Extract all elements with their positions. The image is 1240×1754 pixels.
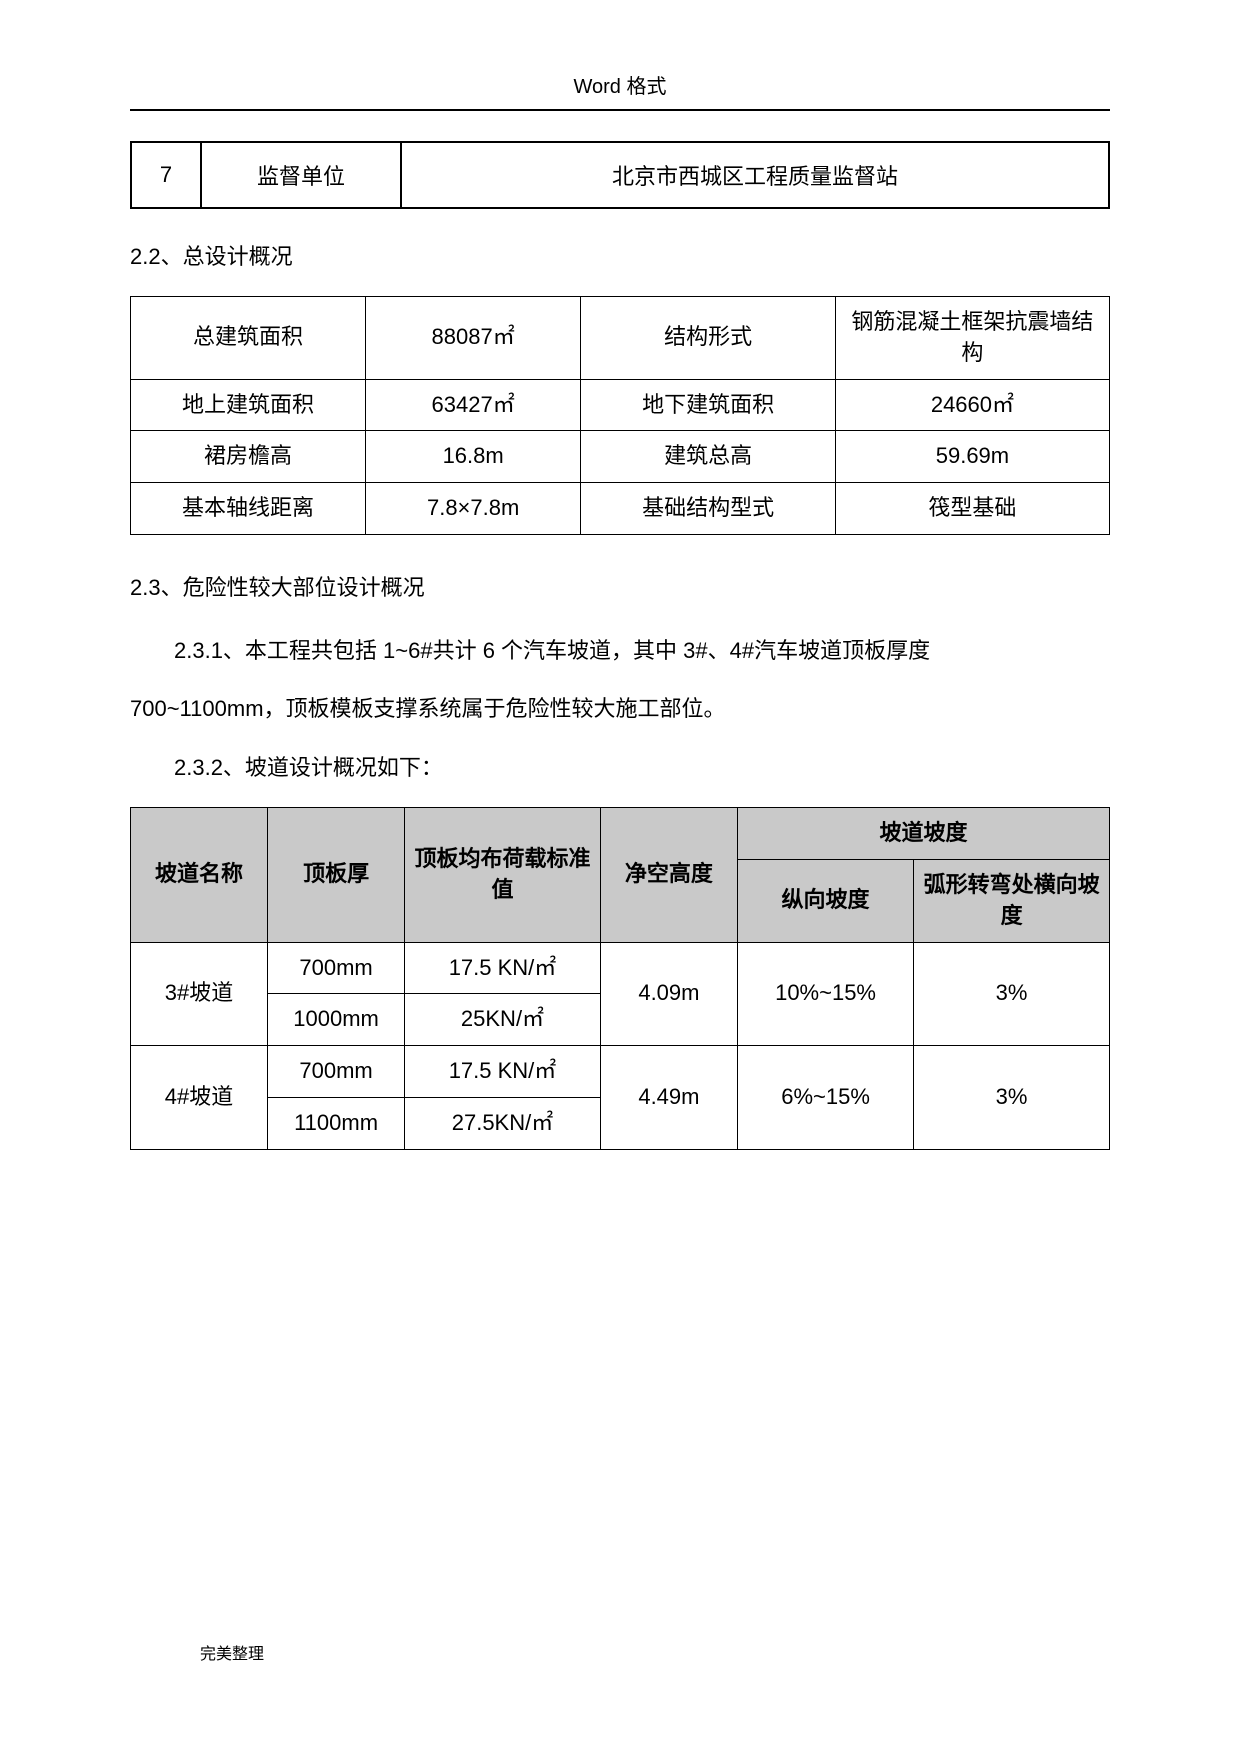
slope-long: 6%~15% (737, 1046, 913, 1150)
table-row: 地上建筑面积 63427㎡ 地下建筑面积 24660㎡ (131, 379, 1110, 431)
header-ramp-name: 坡道名称 (131, 808, 268, 942)
paragraph-231b: 700~1100mm，顶板模板支撑系统属于危险性较大施工部位。 (130, 685, 1110, 733)
height: 4.09m (600, 942, 737, 1046)
cell-value: 59.69m (835, 431, 1109, 483)
section-title-22: 2.2、总设计概况 (130, 239, 1110, 271)
design-overview-table: 总建筑面积 88087㎡ 结构形式 钢筋混凝土框架抗震墙结构 地上建筑面积 63… (130, 296, 1110, 535)
table-row: 4#坡道 700mm 17.5 KN/㎡ 4.49m 6%~15% 3% (131, 1046, 1110, 1098)
paragraph-232: 2.3.2、坡道设计概况如下： (130, 744, 1110, 792)
cell-label: 建筑总高 (581, 431, 836, 483)
cell-value: 7.8×7.8m (365, 483, 580, 535)
thickness: 700mm (268, 942, 405, 994)
cell-label: 基础结构型式 (581, 483, 836, 535)
header-thickness: 顶板厚 (268, 808, 405, 942)
header-slope: 坡道坡度 (737, 808, 1109, 860)
cell-value: 63427㎡ (365, 379, 580, 431)
table-row: 3#坡道 700mm 17.5 KN/㎡ 4.09m 10%~15% 3% (131, 942, 1110, 994)
slope-long: 10%~15% (737, 942, 913, 1046)
load: 17.5 KN/㎡ (405, 942, 601, 994)
header-height: 净空高度 (600, 808, 737, 942)
cell-value: 16.8m (365, 431, 580, 483)
cell-label: 总建筑面积 (131, 297, 366, 380)
paragraph-231: 2.3.1、本工程共包括 1~6#共计 6 个汽车坡道，其中 3#、4#汽车坡道… (130, 627, 1110, 675)
header-transverse: 弧形转弯处横向坡度 (914, 859, 1110, 942)
table-row: 裙房檐高 16.8m 建筑总高 59.69m (131, 431, 1110, 483)
row-number: 7 (131, 142, 201, 208)
slope-trans: 3% (914, 942, 1110, 1046)
cell-label: 裙房檐高 (131, 431, 366, 483)
header-longitudinal: 纵向坡度 (737, 859, 913, 942)
load: 27.5KN/㎡ (405, 1097, 601, 1149)
cell-value: 筏型基础 (835, 483, 1109, 535)
supervision-table: 7 监督单位 北京市西城区工程质量监督站 (130, 141, 1110, 209)
cell-label: 地下建筑面积 (581, 379, 836, 431)
cell-value: 88087㎡ (365, 297, 580, 380)
cell-label: 基本轴线距离 (131, 483, 366, 535)
table-row: 7 监督单位 北京市西城区工程质量监督站 (131, 142, 1109, 208)
cell-value: 24660㎡ (835, 379, 1109, 431)
slope-trans: 3% (914, 1046, 1110, 1150)
table-row: 基本轴线距离 7.8×7.8m 基础结构型式 筏型基础 (131, 483, 1110, 535)
page-header: Word 格式 (130, 70, 1110, 111)
table-header-row: 坡道名称 顶板厚 顶板均布荷载标准值 净空高度 坡道坡度 (131, 808, 1110, 860)
cell-label: 地上建筑面积 (131, 379, 366, 431)
row-value: 北京市西城区工程质量监督站 (401, 142, 1109, 208)
ramp-name: 4#坡道 (131, 1046, 268, 1150)
page-footer: 完美整理 (200, 1640, 264, 1664)
thickness: 1100mm (268, 1097, 405, 1149)
cell-label: 结构形式 (581, 297, 836, 380)
height: 4.49m (600, 1046, 737, 1150)
load: 17.5 KN/㎡ (405, 1046, 601, 1098)
ramp-design-table: 坡道名称 顶板厚 顶板均布荷载标准值 净空高度 坡道坡度 纵向坡度 弧形转弯处横… (130, 807, 1110, 1150)
section-title-23: 2.3、危险性较大部位设计概况 (130, 570, 1110, 602)
load: 25KN/㎡ (405, 994, 601, 1046)
row-label: 监督单位 (201, 142, 401, 208)
header-load: 顶板均布荷载标准值 (405, 808, 601, 942)
thickness: 700mm (268, 1046, 405, 1098)
table-row: 总建筑面积 88087㎡ 结构形式 钢筋混凝土框架抗震墙结构 (131, 297, 1110, 380)
cell-value: 钢筋混凝土框架抗震墙结构 (835, 297, 1109, 380)
thickness: 1000mm (268, 994, 405, 1046)
ramp-name: 3#坡道 (131, 942, 268, 1046)
